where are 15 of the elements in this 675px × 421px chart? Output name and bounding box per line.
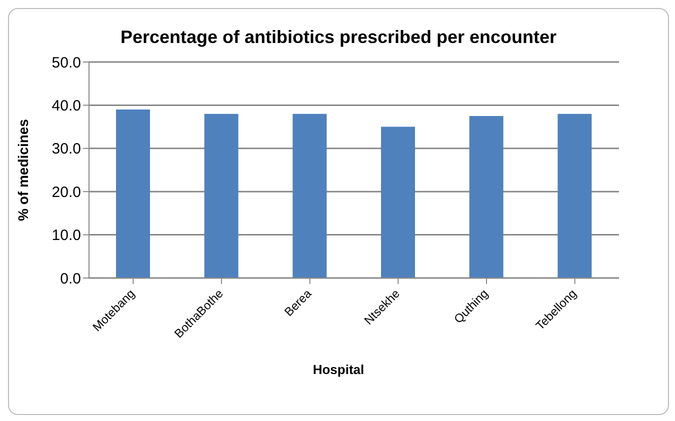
y-tick-label: 0.0 [60,270,81,288]
y-tick-label: 20.0 [52,184,81,201]
y-tick-label: 40.0 [52,98,81,115]
y-tick-label: 50.0 [52,54,81,72]
bar [204,114,238,278]
bar [116,110,150,278]
y-tick-label: 30.0 [52,140,81,158]
bar [292,114,327,278]
bar [558,114,592,278]
y-tick-label: 10.0 [52,227,81,244]
x-axis-title: Hospital [312,362,366,377]
bar [381,126,415,278]
chart-title: Percentage of antibiotics prescribed per encounter [119,27,558,48]
bar [469,116,504,278]
y-axis-title: % of medicines [14,118,31,221]
